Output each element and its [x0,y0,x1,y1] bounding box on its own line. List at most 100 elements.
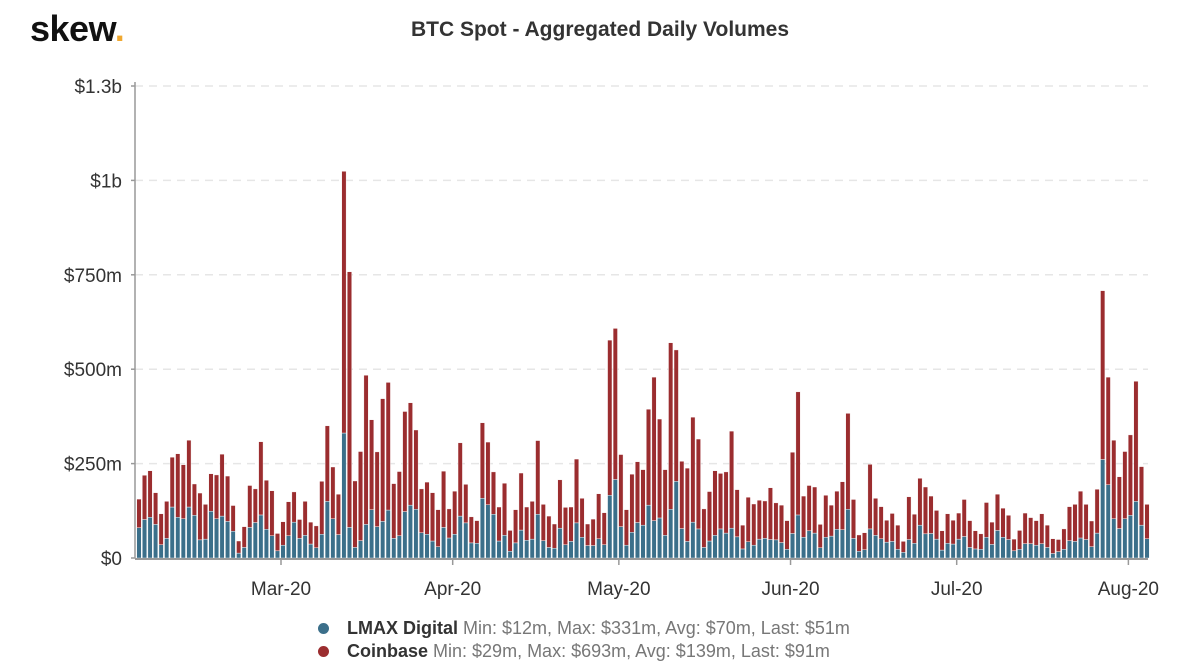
bar-coinbase [1144,504,1150,539]
bar-coinbase [286,501,291,536]
bar-lmax [695,528,701,559]
legend-item-lmax[interactable]: LMAX Digital Min: $12m, Max: $331m, Avg:… [318,617,850,640]
bar-coinbase [679,461,685,529]
bar-coinbase [695,438,701,530]
bar-coinbase [468,516,474,544]
bar-coinbase [917,478,923,526]
bar-coinbase [324,425,330,502]
bar-coinbase [790,452,795,534]
bar-coinbase [1122,451,1128,519]
bar-coinbase [164,501,170,539]
bar-coinbase [623,509,629,546]
bar-coinbase [363,375,369,525]
bar-coinbase [784,520,790,550]
bar-lmax [1144,538,1150,559]
bar-coinbase [540,504,546,541]
bar-coinbase [983,502,989,538]
bar-lmax [175,517,181,559]
legend-series-stats: Min: $29m, Max: $693m, Avg: $139m, Last:… [433,641,830,661]
bar-coinbase [203,504,208,540]
bar-lmax [430,540,435,559]
bar-coinbase [352,480,358,548]
bar-coinbase [297,519,303,539]
bar-lmax [845,509,851,559]
bar-coinbase [308,521,314,545]
bar-coinbase [485,441,491,505]
bar-lmax [1122,518,1128,559]
bar-lmax [1094,532,1100,559]
bar-coinbase [369,419,375,510]
bar-coinbase [275,533,280,552]
bar-coinbase [734,489,740,538]
bar-coinbase [967,520,973,548]
bar-lmax [579,537,585,559]
bar-coinbase [263,480,269,530]
bar-coinbase [175,453,181,518]
bar-lmax [374,526,380,559]
bar-coinbase [335,493,341,535]
bar-lmax [1116,528,1122,559]
bar-lmax [983,537,989,559]
bar-lmax [790,533,795,559]
bar-coinbase [590,518,596,546]
bar-lmax [230,530,236,559]
bar-lmax [529,538,535,559]
bar-lmax [718,528,723,559]
bar-lmax [1067,540,1072,559]
bar-lmax [690,521,696,559]
bar-lmax [574,522,579,559]
skew-logo: skew. [30,8,125,49]
bar-coinbase [856,534,862,552]
bar-lmax [773,539,779,559]
bar-lmax [219,515,225,559]
bar-coinbase [707,491,712,542]
bar-lmax [1100,459,1106,559]
bar-lmax [618,526,624,559]
bar-coinbase [153,492,159,525]
bar-lmax [884,541,890,559]
bar-lmax [1105,484,1111,559]
bar-coinbase [136,498,142,528]
bar-lmax [407,504,413,559]
bar-lmax [1133,501,1139,559]
bar-lmax [729,527,735,559]
y-tick-label: $500m [64,360,122,381]
bar-coinbase [524,506,530,541]
bar-coinbase [1011,538,1017,552]
bar-coinbase [1033,520,1039,546]
bar-lmax [191,515,197,559]
bar-lmax [330,518,336,559]
bar-coinbase [995,493,1000,531]
bar-lmax [396,535,402,559]
bar-lmax [767,539,773,559]
bar-lmax [147,517,153,559]
bar-coinbase [773,502,779,541]
bar-coinbase [219,453,225,517]
bar-coinbase [895,524,901,550]
x-tick-label: Jun-20 [761,579,819,600]
bar-coinbase [341,171,347,434]
bar-coinbase [900,541,906,553]
y-tick-label: $0 [101,549,122,570]
bar-coinbase [529,501,535,540]
bar-lmax [214,518,219,559]
bar-coinbase [563,507,568,545]
bar-coinbase [906,496,912,540]
bar-lmax [917,524,923,559]
legend-item-coinbase[interactable]: Coinbase Min: $29m, Max: $693m, Avg: $13… [318,640,850,663]
bar-coinbase [385,382,391,511]
bar-lmax [651,520,657,559]
gridlines [135,85,1148,465]
bar-coinbase [535,440,541,515]
bar-coinbase [236,540,242,554]
bar-coinbase [779,504,784,543]
bar-coinbase [347,271,352,528]
bar-coinbase [718,473,723,530]
bar-coinbase [574,458,579,524]
bar-lmax [900,552,906,559]
bar-lmax [225,521,231,559]
bar-lmax [474,543,480,559]
bar-lmax [424,534,430,559]
bar-lmax [169,506,175,559]
bar-coinbase [579,498,585,538]
